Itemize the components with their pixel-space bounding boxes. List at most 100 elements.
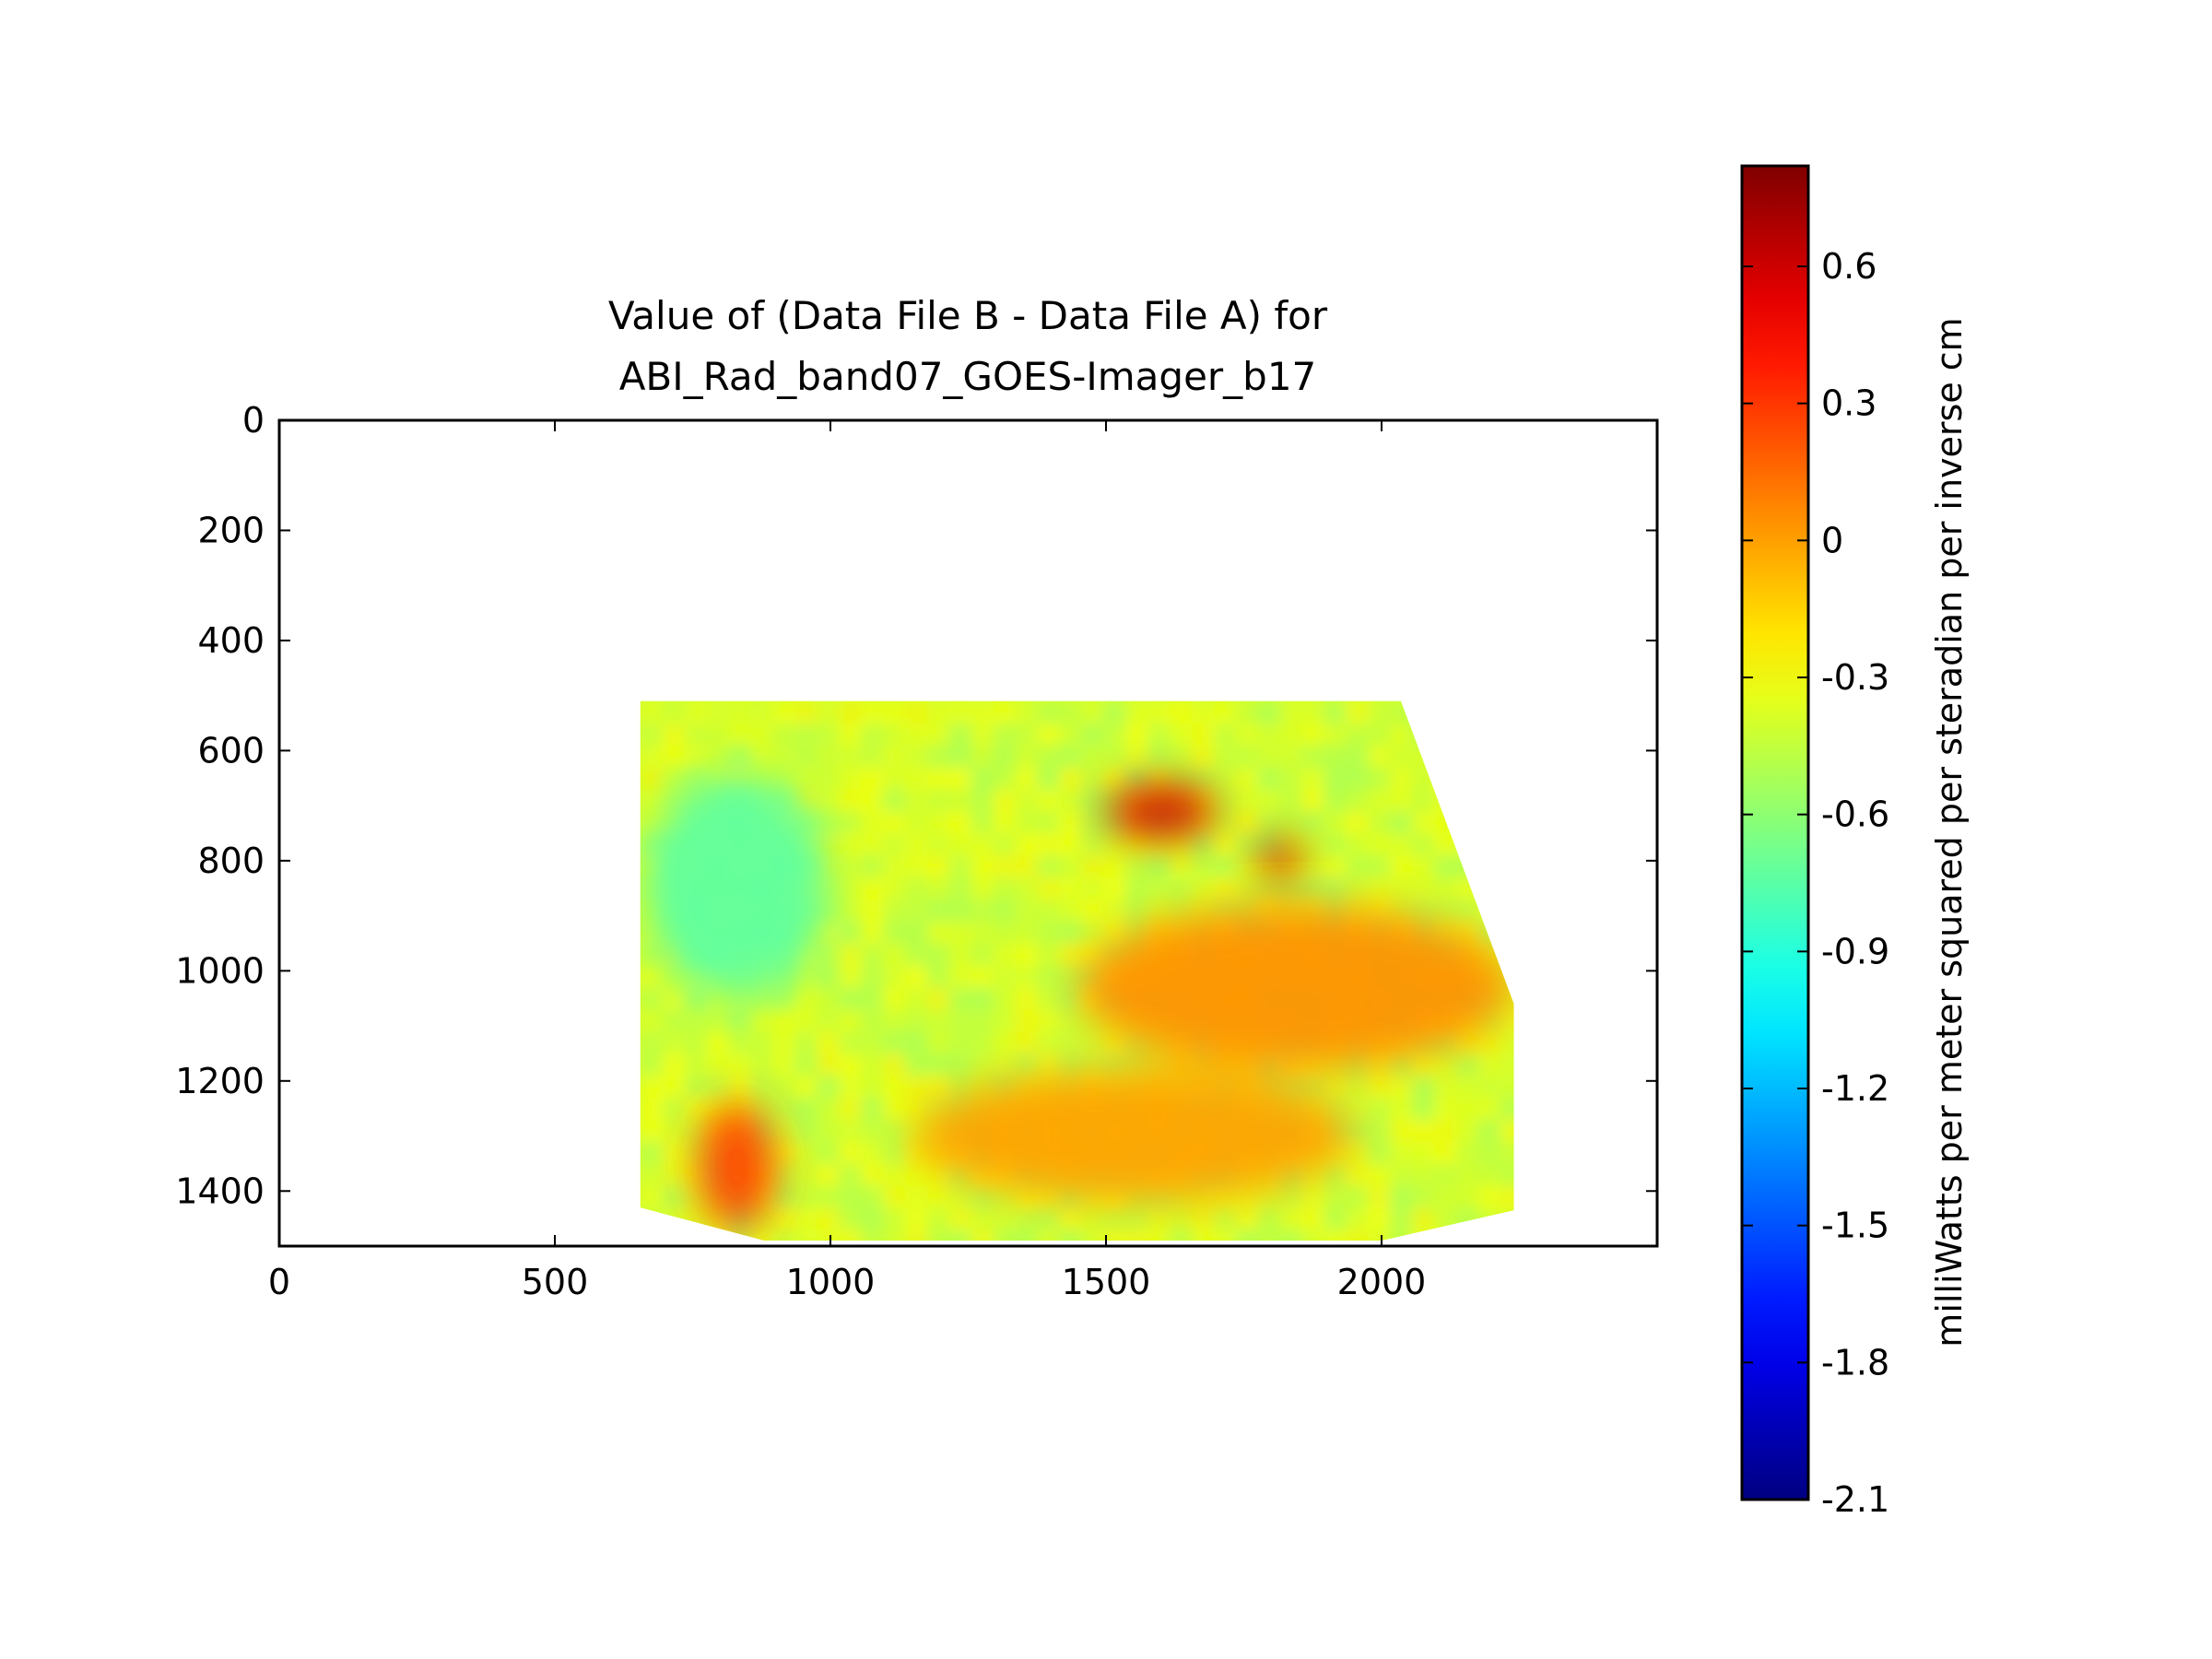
heatmap-cell (1124, 745, 1148, 769)
heatmap-cell (1433, 1185, 1457, 1209)
heatmap-cell (1500, 700, 1514, 724)
heatmap-cell (904, 921, 928, 945)
heatmap-cell (904, 700, 928, 724)
heatmap-cell (684, 1031, 708, 1054)
heatmap-cell (706, 1075, 730, 1099)
heatmap-cell (1368, 1207, 1391, 1231)
heatmap-cell (1235, 854, 1259, 878)
heatmap-cell (1015, 877, 1039, 900)
heatmap-cell (1455, 1075, 1479, 1099)
heatmap-cell (1015, 854, 1039, 878)
heatmap-cell (640, 1075, 664, 1099)
heatmap-cell (860, 700, 884, 724)
heatmap-cell (817, 1031, 840, 1054)
heatmap-cell (1213, 1230, 1237, 1241)
heatmap-cell (817, 1230, 840, 1241)
heatmap-cell (926, 1075, 950, 1099)
heatmap-cell (1015, 943, 1039, 967)
heatmap-cell (1477, 1097, 1501, 1121)
heatmap-cell (817, 943, 840, 967)
heatmap-cell (1279, 700, 1303, 724)
heatmap-cell (750, 1075, 774, 1099)
heatmap-cell (1279, 1207, 1303, 1231)
heatmap-cell (1411, 1097, 1435, 1121)
heatmap-cell (971, 1009, 994, 1033)
heatmap-cell (882, 1097, 906, 1121)
heatmap-cell (1235, 811, 1259, 834)
heatmap-cell (1433, 1163, 1457, 1187)
heatmap-cell (1433, 1053, 1457, 1077)
heatmap-cell (1346, 877, 1370, 900)
heatmap-cell (1500, 811, 1514, 834)
heatmap-cell (838, 1185, 862, 1209)
heatmap-cell (926, 745, 950, 769)
heatmap-cell (1477, 921, 1501, 945)
heatmap-cell (706, 1053, 730, 1077)
heatmap-cell (684, 987, 708, 1011)
heatmap-cell (1015, 1031, 1039, 1054)
heatmap-cell (882, 1230, 906, 1241)
heatmap-cell (1124, 700, 1148, 724)
heatmap-cell (1346, 745, 1370, 769)
heatmap-cell (882, 943, 906, 967)
heatmap-cell (1059, 833, 1083, 856)
heatmap-cell (1103, 700, 1126, 724)
heatmap-cell (993, 700, 1017, 724)
heatmap-cell (838, 921, 862, 945)
heatmap-cell (1433, 723, 1457, 747)
heatmap-cell (662, 1053, 686, 1077)
heatmap-cell (1389, 1141, 1413, 1165)
heatmap-cell (1455, 899, 1479, 923)
heatmap-cell (860, 1031, 884, 1054)
heatmap-cell (772, 1119, 796, 1143)
heatmap-cell (1411, 811, 1435, 834)
heatmap-cell (971, 833, 994, 856)
heatmap-cell (728, 1031, 752, 1054)
heatmap-cell (1081, 789, 1105, 813)
heatmap-cell (1500, 1207, 1514, 1231)
heatmap-cell (838, 877, 862, 900)
heatmap-cell (1477, 1053, 1501, 1077)
heatmap-cell (948, 700, 972, 724)
heatmap-cell (882, 1119, 906, 1143)
heatmap-cell (662, 1119, 686, 1143)
heatmap-cell (1301, 833, 1325, 856)
heatmap-cell (1389, 789, 1413, 813)
heatmap-cell (926, 789, 950, 813)
heatmap-cell (640, 1141, 664, 1165)
heatmap-cell (684, 723, 708, 747)
heatmap-cell (904, 1230, 928, 1241)
heatmap-cell (860, 767, 884, 791)
heatmap-cell (1500, 1075, 1514, 1099)
y-tick-label: 0 (242, 400, 265, 441)
heatmap-cell (948, 921, 972, 945)
heatmap-cell (1500, 854, 1514, 878)
heatmap-cell (1455, 789, 1479, 813)
heatmap-cell (904, 789, 928, 813)
heatmap-cell (1213, 854, 1237, 878)
colorbar-tick-label: 0.3 (1821, 383, 1877, 424)
heatmap-cell (1389, 811, 1413, 834)
heatmap-feature (912, 1069, 1355, 1203)
heatmap-cell (838, 987, 862, 1011)
heatmap-cell (750, 1230, 774, 1241)
plot-area-frame (277, 418, 1659, 1248)
heatmap-cell (1389, 833, 1413, 856)
heatmap-cell (1455, 1163, 1479, 1187)
heatmap-cell (838, 811, 862, 834)
heatmap-cell (882, 1207, 906, 1231)
heatmap-cell (948, 854, 972, 878)
heatmap-cell (1015, 899, 1039, 923)
heatmap-cell (728, 1230, 752, 1241)
heatmap-cell (1455, 1119, 1479, 1143)
heatmap-cell (1346, 811, 1370, 834)
heatmap-cell (860, 943, 884, 967)
heatmap-cell (1124, 899, 1148, 923)
heatmap-cell (1103, 854, 1126, 878)
heatmap-cell (1301, 811, 1325, 834)
heatmap-cell (750, 700, 774, 724)
heatmap-cell (640, 745, 664, 769)
heatmap-cell (1081, 700, 1105, 724)
heatmap-cell (1346, 1207, 1370, 1231)
heatmap-cell (882, 745, 906, 769)
